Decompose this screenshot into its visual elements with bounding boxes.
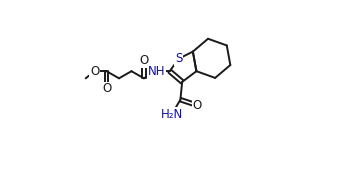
Text: O: O (139, 54, 149, 67)
Text: NH: NH (147, 65, 165, 78)
Text: O: O (90, 65, 99, 78)
Text: O: O (102, 82, 111, 96)
Text: S: S (175, 52, 182, 65)
Text: O: O (193, 98, 202, 112)
Text: H₂N: H₂N (161, 108, 182, 121)
